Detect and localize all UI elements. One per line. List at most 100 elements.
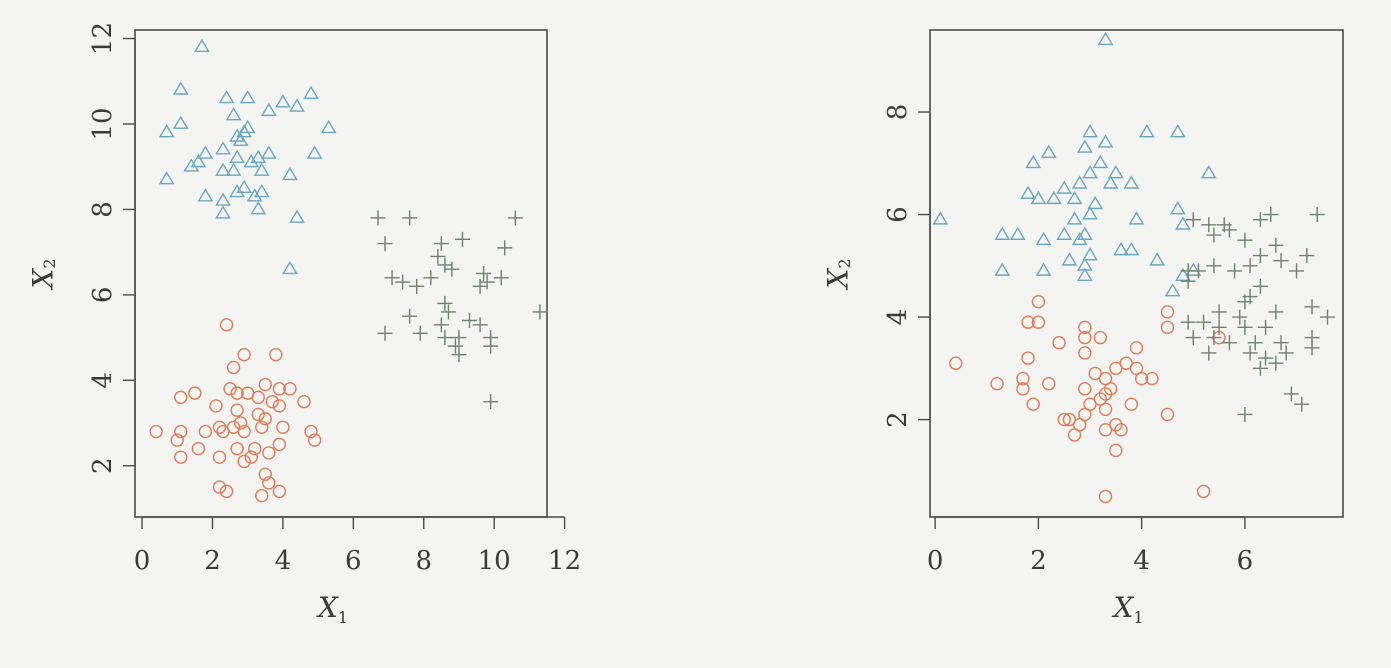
plus-point	[1294, 396, 1310, 412]
circle-point	[223, 382, 237, 396]
triangle-point	[932, 211, 949, 225]
plus-point	[507, 210, 523, 226]
plus-point	[402, 210, 418, 226]
triangle-point	[1169, 124, 1186, 138]
x-tick-label: 4	[1133, 546, 1150, 576]
circle-point	[244, 450, 258, 464]
triangle-point	[225, 107, 242, 121]
y-tick-label: 10	[88, 107, 118, 140]
triangle-point	[306, 145, 323, 159]
triangle-point	[1082, 206, 1098, 220]
circle-point	[251, 390, 265, 405]
triangle-point	[994, 226, 1011, 240]
circle-point	[1124, 397, 1139, 411]
plus-point	[1190, 263, 1206, 279]
triangle-point	[1025, 154, 1042, 169]
triangle-point	[1040, 144, 1057, 158]
plus-point	[384, 270, 400, 286]
triangle-point	[1035, 231, 1052, 246]
circle-point	[149, 424, 163, 439]
plus-point	[444, 261, 460, 277]
plus-point	[370, 210, 386, 226]
triangle-point	[236, 179, 253, 193]
x-tick-label: 8	[415, 546, 432, 576]
circle-point	[230, 441, 244, 456]
x-tick-label: 2	[1030, 546, 1047, 576]
triangle-point	[994, 262, 1011, 276]
plus-point	[1242, 345, 1258, 361]
x-tick-label: 4	[275, 546, 292, 576]
plus-point	[1206, 227, 1222, 243]
circle-point	[209, 399, 223, 413]
triangle-point	[250, 201, 267, 215]
circle-point	[1078, 346, 1092, 360]
triangle-point	[1138, 124, 1155, 138]
plus-point	[1252, 360, 1268, 376]
plus-point	[479, 274, 495, 290]
circle-point	[237, 424, 251, 439]
triangle-point	[1169, 201, 1186, 215]
y-axis-title: X2	[27, 258, 60, 290]
x-tick-label: 10	[478, 546, 511, 576]
plus-point	[451, 330, 467, 346]
triangle-point	[1056, 226, 1073, 240]
triangle-point	[246, 188, 263, 202]
plus-point	[395, 274, 411, 290]
triangle-point	[190, 154, 207, 168]
circle-point	[1134, 371, 1149, 386]
circle-point	[230, 403, 244, 417]
circle-point	[188, 386, 202, 400]
triangle-point	[172, 115, 189, 129]
plus-point	[433, 317, 449, 333]
x-axis-title-subscript: 1	[338, 608, 348, 627]
triangle-point	[1071, 175, 1088, 189]
plus-point	[1258, 350, 1274, 366]
triangle-point	[320, 119, 337, 134]
triangle-point	[1097, 134, 1114, 148]
x-tick-label: 6	[1237, 546, 1254, 576]
circle-point	[1042, 377, 1056, 391]
plus-point	[1211, 319, 1227, 335]
circle-point	[1026, 397, 1040, 411]
triangle-point	[215, 141, 231, 155]
triangle-point	[1123, 242, 1140, 256]
y-axis-title-subscript: 2	[835, 258, 854, 268]
plus-point	[1320, 309, 1336, 325]
plus-point	[1211, 304, 1227, 320]
y-tick-label: 8	[88, 201, 118, 218]
triangle-point	[1076, 267, 1093, 281]
circle-point	[1088, 366, 1102, 381]
triangle-point	[229, 149, 245, 164]
y-tick-label: 4	[88, 372, 118, 389]
plus-point	[409, 278, 425, 294]
x-tick-label: 0	[134, 546, 151, 576]
circle-point	[1016, 371, 1030, 386]
triangle-point	[253, 183, 270, 198]
triangle-point	[1082, 124, 1098, 138]
circle-point	[1031, 294, 1046, 309]
plus-point	[1247, 335, 1263, 351]
circle-point	[262, 446, 276, 460]
plus-point	[532, 304, 548, 320]
plus-point	[454, 231, 470, 247]
circle-point	[174, 424, 188, 439]
plus-point	[1273, 253, 1289, 269]
triangle-point	[289, 209, 305, 223]
plus-point	[1252, 278, 1268, 294]
plus-point	[1185, 212, 1201, 228]
triangle-point	[218, 89, 235, 104]
plus-point	[1309, 207, 1325, 223]
circle-point	[1098, 423, 1113, 437]
triangle-point	[215, 205, 231, 219]
y-tick-label: 2	[88, 457, 118, 474]
circle-point	[248, 441, 262, 456]
plus-point	[476, 266, 492, 281]
circle-point	[1098, 387, 1113, 401]
plus-point	[430, 248, 446, 264]
circle-point	[272, 437, 287, 452]
circle-point	[1052, 336, 1066, 350]
plus-point	[1180, 314, 1196, 330]
plus-point	[1237, 319, 1253, 335]
triangle-point	[1046, 190, 1062, 205]
x-axis-title: X1	[1111, 591, 1143, 627]
